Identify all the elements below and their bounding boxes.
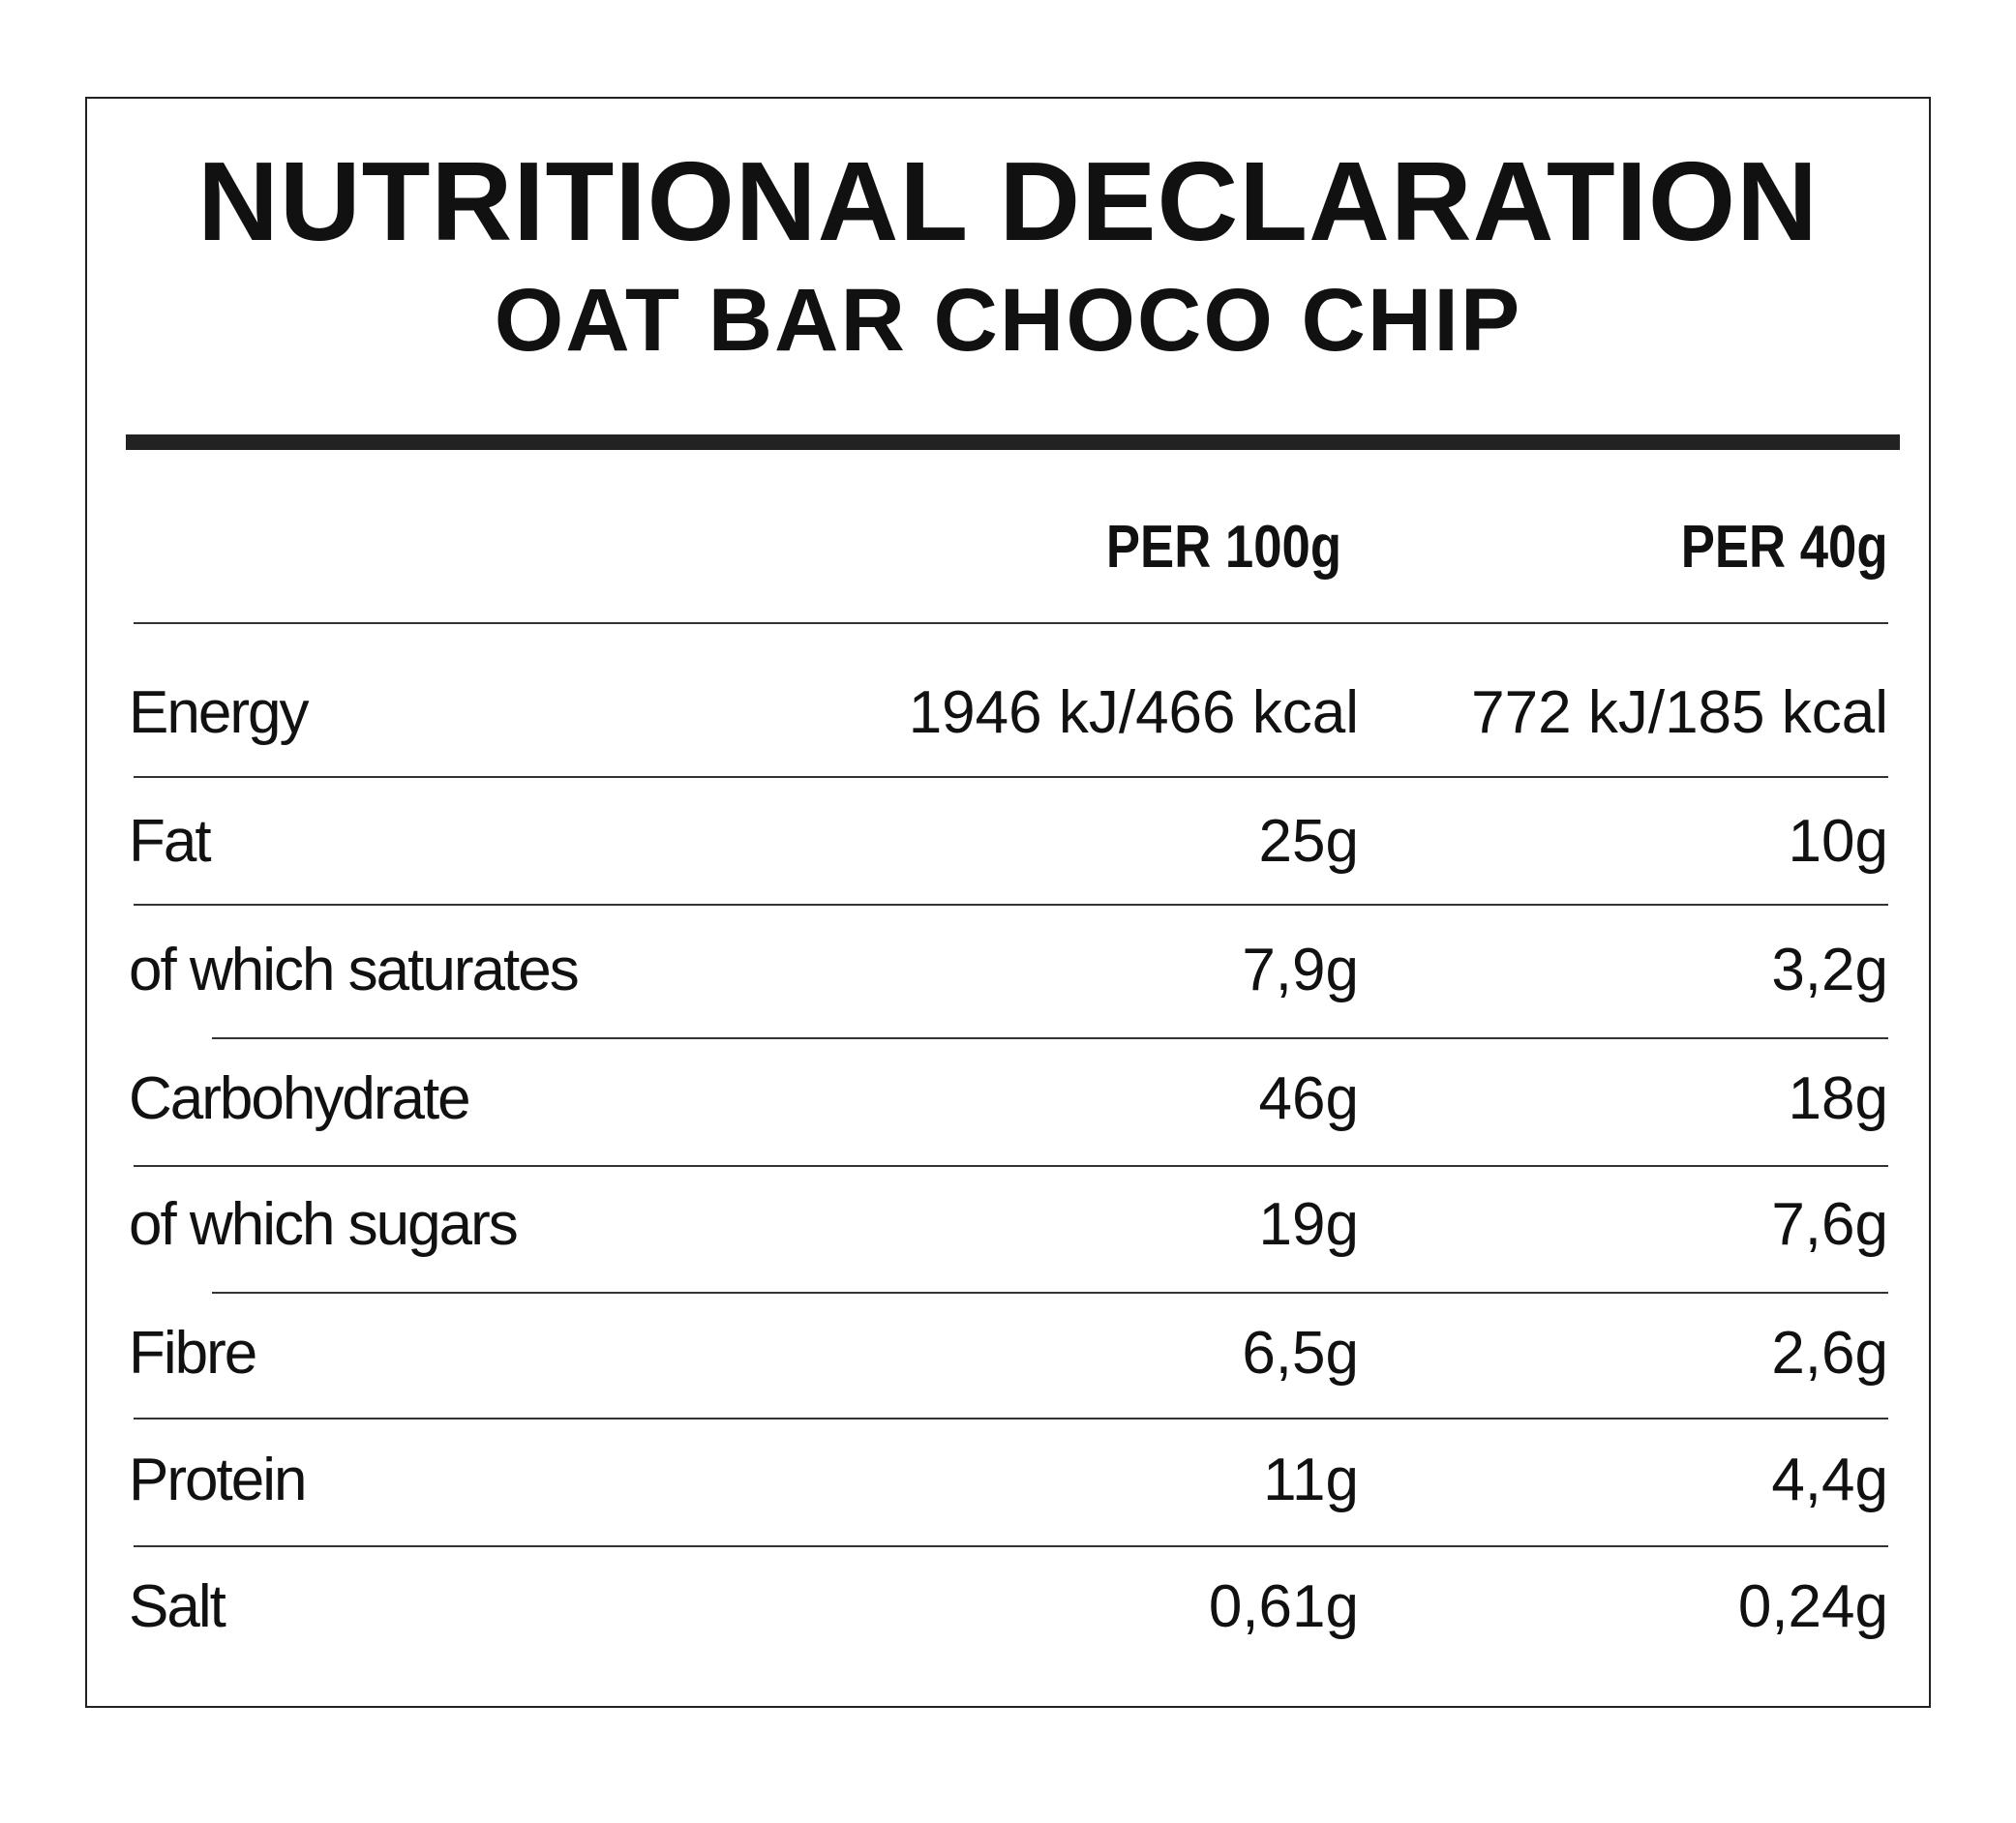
- table-row: Fibre 6,5g 2,6g: [0, 1315, 2016, 1392]
- table-row: of which saturates 7,9g 3,2g: [0, 932, 2016, 1009]
- value-per-100g: 19g: [1258, 1191, 1359, 1258]
- value-per-40g: 0,24g: [1737, 1573, 1888, 1640]
- value-per-40g: 772 kJ/185 kcal: [1471, 679, 1888, 746]
- row-divider: [134, 1418, 1888, 1420]
- row-divider: [134, 1165, 1888, 1167]
- header-divider: [134, 622, 1888, 624]
- nutrient-label: Protein: [129, 1447, 307, 1513]
- row-divider: [134, 904, 1888, 906]
- nutrient-label: Energy: [129, 679, 309, 746]
- table-row: Fat 25g 10g: [0, 803, 2016, 881]
- product-name: OAT BAR CHOCO CHIP: [494, 271, 1522, 370]
- title-divider: [126, 434, 1900, 450]
- row-divider: [212, 1292, 1888, 1294]
- nutrient-label: of which saturates: [129, 937, 580, 1003]
- table-row: Energy 1946 kJ/466 kcal 772 kJ/185 kcal: [0, 674, 2016, 752]
- page-title: NUTRITIONAL DECLARATION: [197, 138, 1819, 264]
- value-per-100g: 1946 kJ/466 kcal: [908, 679, 1359, 746]
- value-per-100g: 25g: [1258, 808, 1359, 875]
- row-divider: [212, 1037, 1888, 1039]
- nutrient-label: Carbohydrate: [129, 1065, 471, 1132]
- value-per-100g: 11g: [1263, 1447, 1359, 1513]
- nutrient-label: Fibre: [129, 1320, 257, 1387]
- table-row: of which sugars 19g 7,6g: [0, 1186, 2016, 1264]
- table-row: Protein 11g 4,4g: [0, 1442, 2016, 1519]
- table-row: Salt 0,61g 0,24g: [0, 1569, 2016, 1646]
- value-per-100g: 6,5g: [1242, 1320, 1359, 1387]
- nutrient-label: Fat: [129, 808, 212, 875]
- value-per-40g: 3,2g: [1771, 937, 1888, 1003]
- value-per-40g: 2,6g: [1771, 1320, 1888, 1387]
- value-per-40g: 4,4g: [1771, 1447, 1888, 1513]
- column-header-per-100g: PER 100g: [1105, 514, 1341, 581]
- row-divider: [134, 1545, 1888, 1547]
- nutrient-label: of which sugars: [129, 1191, 519, 1258]
- value-per-100g: 7,9g: [1242, 937, 1359, 1003]
- value-per-40g: 10g: [1788, 808, 1888, 875]
- value-per-100g: 0,61g: [1208, 1573, 1359, 1640]
- value-per-40g: 18g: [1788, 1065, 1888, 1132]
- value-per-100g: 46g: [1258, 1065, 1359, 1132]
- column-header-per-40g: PER 40g: [1681, 514, 1888, 581]
- value-per-40g: 7,6g: [1771, 1191, 1888, 1258]
- table-row: Carbohydrate 46g 18g: [0, 1061, 2016, 1138]
- nutrient-label: Salt: [129, 1573, 226, 1640]
- label-frame: [85, 97, 1931, 1708]
- row-divider: [134, 776, 1888, 778]
